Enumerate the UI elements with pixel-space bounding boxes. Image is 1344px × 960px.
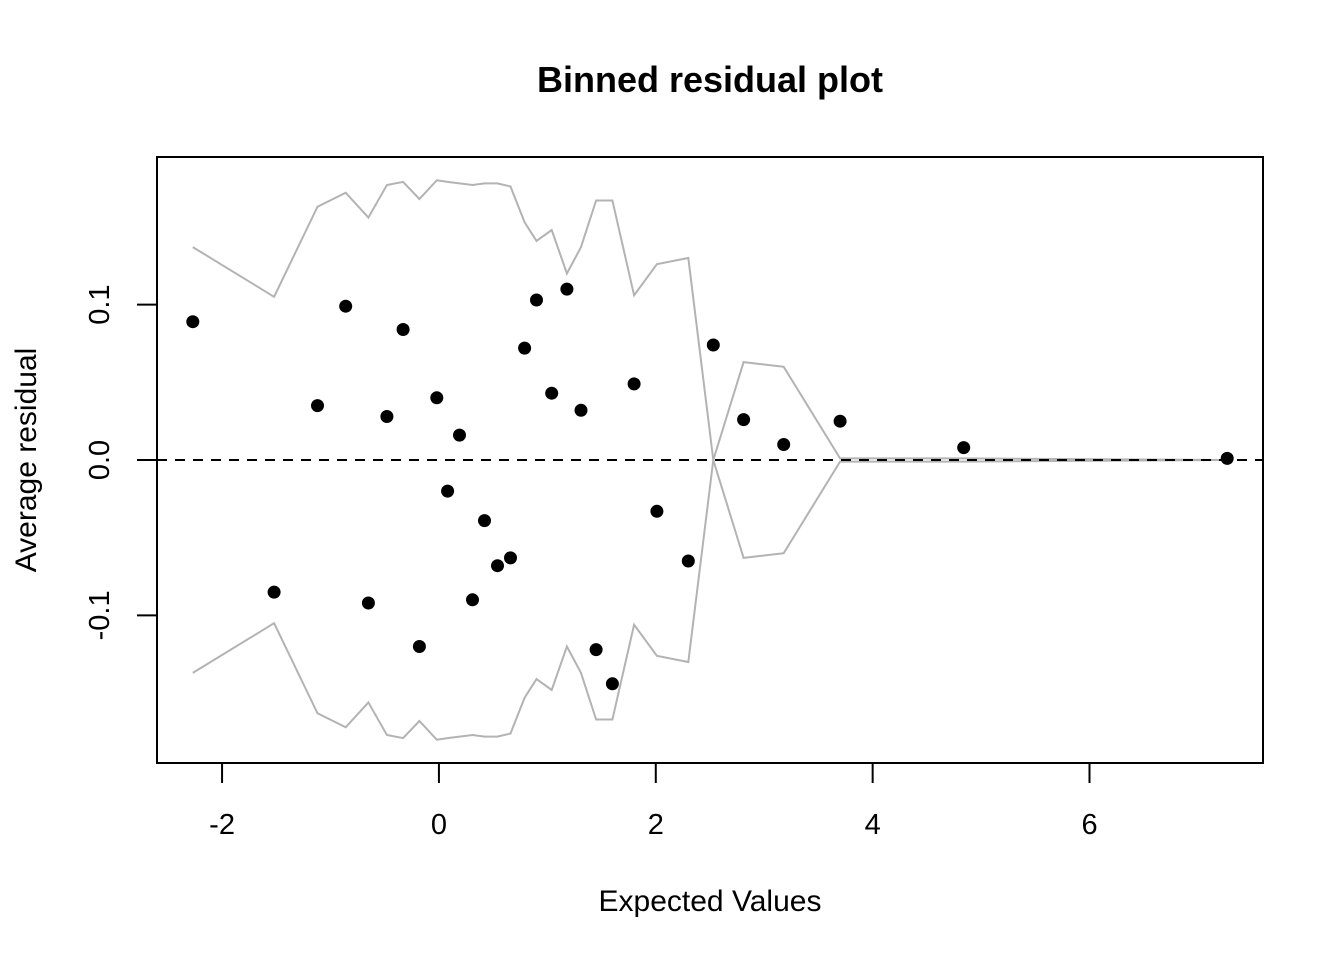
y-tick-label: 0.0: [84, 440, 116, 480]
data-point: [777, 438, 791, 451]
data-point: [957, 441, 971, 455]
data-point: [574, 403, 588, 417]
data-point: [545, 386, 559, 400]
data-point: [1220, 451, 1234, 465]
x-tick-label: 2: [648, 809, 664, 841]
data-point: [627, 377, 641, 391]
data-point: [361, 596, 375, 610]
data-point: [681, 554, 695, 568]
data-point: [380, 410, 394, 423]
data-point: [650, 504, 664, 518]
data-point: [186, 315, 200, 329]
x-tick-label: 0: [431, 809, 447, 841]
y-tick-label: -0.1: [84, 590, 116, 640]
data-point: [737, 413, 751, 427]
bound-line-lower: [192, 459, 1228, 741]
data-point: [453, 428, 466, 442]
data-point: [560, 282, 574, 296]
chart-title: Binned residual plot: [537, 59, 883, 100]
data-point: [478, 514, 491, 528]
data-point: [530, 293, 543, 307]
data-point: [396, 323, 410, 336]
y-axis: -0.1 0.0 0.1: [84, 284, 157, 640]
data-point: [706, 338, 720, 352]
x-tick-label: 4: [865, 809, 881, 841]
points-layer: [186, 282, 1234, 691]
data-point: [311, 399, 324, 413]
x-tick-label: -2: [209, 809, 235, 841]
data-point: [504, 551, 517, 565]
x-tick-label: 6: [1081, 809, 1097, 841]
bounds-layer: [192, 179, 1228, 741]
x-axis: -2 0 2 4 6: [209, 763, 1098, 841]
data-point: [339, 299, 353, 313]
data-point: [518, 341, 532, 355]
x-axis-label: Expected Values: [599, 885, 822, 918]
data-point: [430, 391, 444, 405]
data-point: [441, 484, 455, 498]
data-point: [605, 677, 619, 691]
data-point: [833, 414, 847, 428]
y-tick-label: 0.1: [84, 284, 116, 324]
data-point: [491, 559, 504, 573]
data-point: [589, 643, 603, 657]
data-point: [412, 640, 426, 653]
y-axis-label: Average residual: [10, 348, 43, 573]
data-point: [267, 585, 281, 599]
data-point: [466, 593, 479, 607]
bound-line-upper: [192, 179, 1228, 461]
